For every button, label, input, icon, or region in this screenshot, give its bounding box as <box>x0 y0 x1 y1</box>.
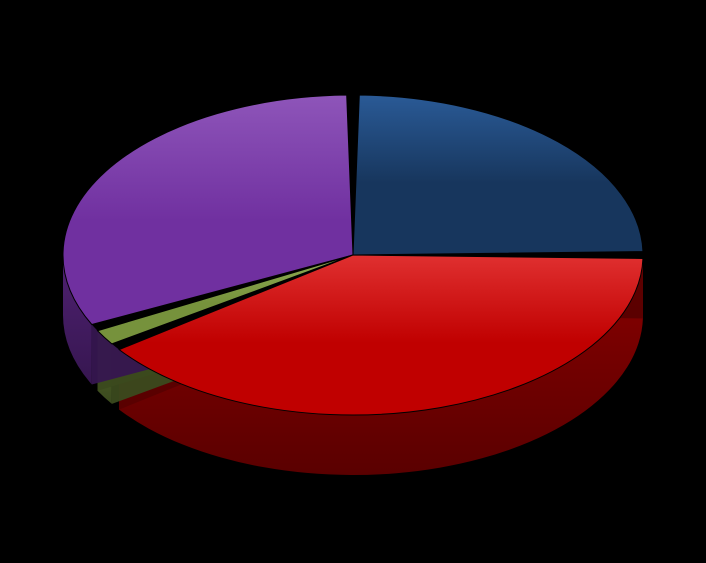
pie-chart-3d <box>0 0 706 563</box>
pie-slice-blue <box>353 95 643 255</box>
pie-chart-svg <box>0 0 706 563</box>
